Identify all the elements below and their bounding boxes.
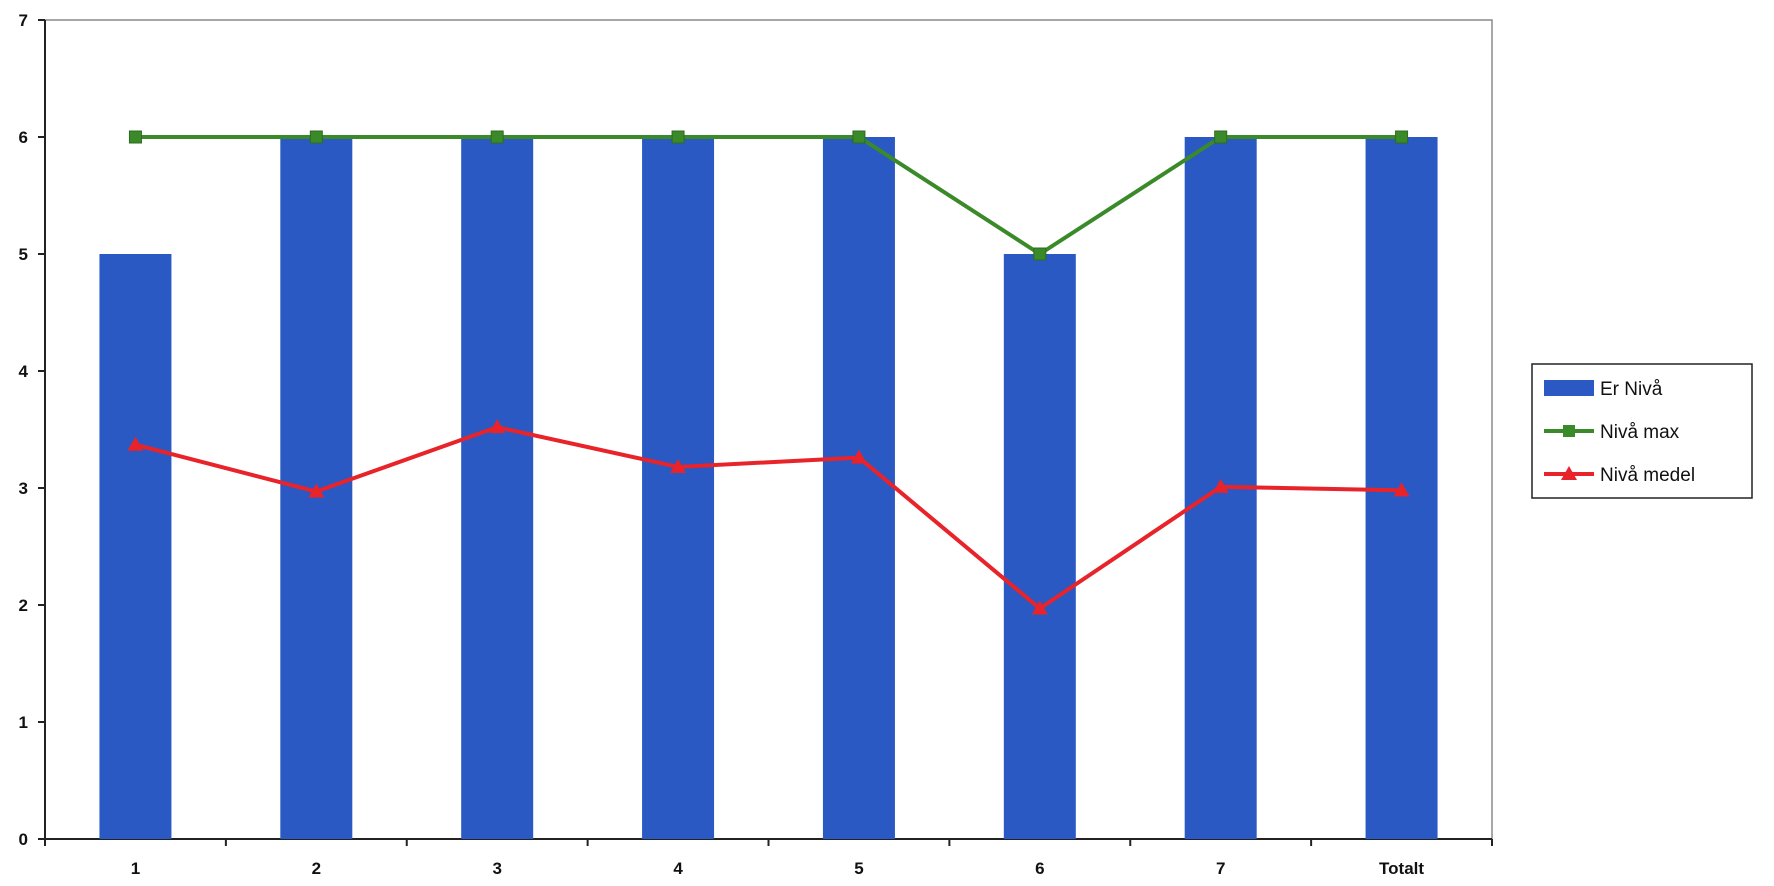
legend-swatch [1544,380,1594,396]
point [670,458,687,473]
x-tick-label: 5 [854,859,863,878]
point [850,449,867,464]
series-line [135,135,1402,256]
point [852,130,866,144]
point [127,436,144,451]
x-tick-label: 7 [1216,859,1225,878]
x-tick-label: 1 [131,859,140,878]
point [308,483,325,498]
x-tick-label: Totalt [1379,859,1424,878]
bar [461,137,534,839]
plot-border [44,19,1493,840]
y-tick-label: 7 [19,11,28,30]
point [128,130,142,144]
x-axis: 1 2 3 4 5 6 7 Totalt [44,839,1493,878]
x-tick-label: 2 [312,859,321,878]
line-series [127,130,1410,615]
point [1214,130,1228,144]
bar [1003,254,1076,839]
legend: Er Nivå Nivå max Nivå medel [1531,363,1753,499]
point [671,130,685,144]
point [1212,478,1229,493]
legend-label: Er Nivå [1600,379,1663,400]
bar [642,137,715,839]
x-tick-label: 3 [492,859,501,878]
point [1031,600,1048,615]
point [489,419,506,434]
point [1393,482,1410,497]
y-tick-label: 6 [19,128,28,147]
y-tick-label: 0 [19,830,28,849]
point [490,130,504,144]
y-tick-label: 3 [19,479,28,498]
point [309,130,323,144]
bar [99,254,172,839]
legend-label: Nivå medel [1600,465,1695,486]
y-tick-label: 5 [19,245,28,264]
point [1033,247,1047,261]
x-tick-label: 6 [1035,859,1044,878]
series-line [134,425,1402,611]
legend-marker [1563,425,1575,437]
y-tick-label: 4 [19,362,29,381]
y-axis: 0 1 2 3 4 5 6 7 [19,11,45,849]
bar-series [99,137,1438,839]
legend-marker [1561,466,1577,480]
bar [822,137,895,839]
y-tick-label: 1 [19,713,28,732]
point [1395,130,1409,144]
legend-label: Nivå max [1600,422,1680,443]
y-tick-label: 2 [19,596,28,615]
plot-frame [44,19,1493,840]
x-tick-label: 4 [673,859,683,878]
